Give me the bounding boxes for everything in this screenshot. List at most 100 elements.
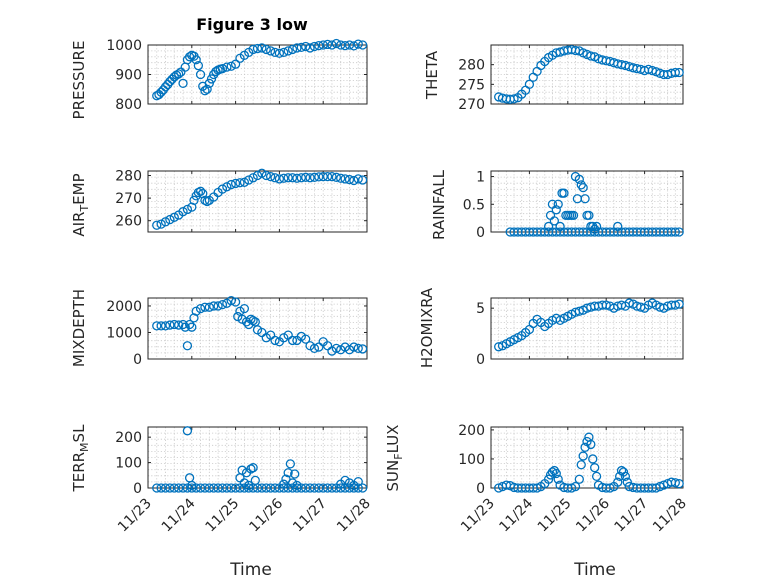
y-axis-label: MIXDEPTH xyxy=(70,289,88,367)
data-point xyxy=(252,170,263,181)
data-point xyxy=(283,46,293,56)
data-point xyxy=(553,474,563,484)
data-point xyxy=(246,464,256,474)
data-point xyxy=(174,320,184,330)
data-point xyxy=(239,177,250,187)
panel-theta: THETA 270 275 280 xyxy=(423,44,684,113)
y-tick-label: 280 xyxy=(115,169,142,185)
data-point xyxy=(287,173,298,183)
data-point xyxy=(287,335,298,346)
y-tick-label: 0.5 xyxy=(463,197,485,213)
data-point xyxy=(613,477,623,487)
data-point xyxy=(353,39,363,49)
y-tick-label: 100 xyxy=(115,456,142,472)
y-tick-label: 270 xyxy=(115,191,142,207)
data-point xyxy=(601,300,611,310)
data-point xyxy=(344,174,355,185)
figure-title: Figure 3 low xyxy=(196,15,308,34)
data-point xyxy=(305,173,315,183)
data-point xyxy=(257,168,267,178)
panel-sun-flux: SUNFLUX Time 0 100 200 11/2311/2411/2511/26… xyxy=(384,423,690,580)
panel-pressure: Figure 3 low PRESSURE 800 900 1000 xyxy=(70,15,368,119)
data-point xyxy=(292,173,302,183)
data-point xyxy=(305,483,315,493)
data-point xyxy=(184,319,195,330)
data-point xyxy=(226,61,236,71)
data-point xyxy=(349,342,359,352)
data-point xyxy=(292,43,302,53)
data-point xyxy=(620,471,631,482)
data-point xyxy=(222,62,232,72)
data-point xyxy=(318,171,328,182)
y-tick-label: 0 xyxy=(476,225,485,241)
data-point xyxy=(290,469,300,479)
data-point xyxy=(353,174,363,184)
panel-rainfall: RAINFALL 00.51 xyxy=(430,169,684,241)
panel-mixdepth: MIXDEPTH 0 1000 2000 xyxy=(70,289,368,368)
axes-box xyxy=(490,426,684,489)
data-point xyxy=(283,173,293,183)
x-tick-label: 11/23 xyxy=(115,496,155,536)
data-point xyxy=(156,321,166,331)
data-point xyxy=(217,483,228,493)
data-point xyxy=(590,224,600,234)
data-point xyxy=(182,204,193,215)
plot-area: 270 275 280 xyxy=(458,44,684,113)
data-point xyxy=(239,303,250,314)
y-axis-label: TERRMSL xyxy=(70,424,91,493)
data-point xyxy=(524,79,535,89)
data-point xyxy=(578,451,588,461)
data-point xyxy=(590,463,600,473)
data-point xyxy=(195,69,206,80)
data-point xyxy=(301,41,311,52)
data-point xyxy=(301,172,311,182)
data-point xyxy=(576,460,586,470)
data-point xyxy=(265,46,276,56)
data-point xyxy=(283,468,293,478)
data-point xyxy=(265,171,276,182)
data-point xyxy=(353,343,363,354)
data-point xyxy=(217,299,228,310)
data-point xyxy=(543,474,554,484)
plot-area: 00.51 xyxy=(463,170,684,241)
data-point xyxy=(169,212,179,222)
y-axis-label: RAINFALL xyxy=(430,169,448,240)
data-point xyxy=(327,171,337,182)
data-point xyxy=(160,217,171,227)
data-point xyxy=(182,341,193,351)
data-point xyxy=(235,178,245,188)
data-point xyxy=(305,43,315,53)
data-point xyxy=(357,175,368,185)
data-point xyxy=(318,40,328,50)
data-point xyxy=(248,173,258,183)
x-axis-label: Time xyxy=(573,560,616,580)
data-point xyxy=(156,483,166,493)
data-point xyxy=(353,476,363,487)
y-tick-label: 100 xyxy=(458,452,485,468)
data-point xyxy=(618,467,629,477)
data-point xyxy=(336,483,346,493)
data-point xyxy=(349,175,359,186)
y-tick-label: 1000 xyxy=(106,325,142,341)
plot-area: 0 1000 2000 xyxy=(106,296,368,368)
data-point xyxy=(200,302,210,312)
data-point xyxy=(340,174,350,184)
data-point xyxy=(296,173,306,183)
data-point xyxy=(292,480,302,491)
data-point xyxy=(340,40,350,51)
y-tick-label: 0 xyxy=(133,352,142,368)
x-tick-label: 11/26 xyxy=(246,495,286,535)
data-point xyxy=(202,84,212,94)
x-tick-label: 11/27 xyxy=(612,496,652,536)
x-tick-label: 11/25 xyxy=(203,496,243,536)
data-point xyxy=(169,483,179,493)
data-point xyxy=(318,483,328,493)
data-point xyxy=(230,59,241,69)
data-point xyxy=(314,40,324,51)
data-point xyxy=(226,179,236,190)
y-tick-label: 200 xyxy=(115,430,142,446)
data-point xyxy=(543,221,554,232)
data-point xyxy=(494,342,504,352)
